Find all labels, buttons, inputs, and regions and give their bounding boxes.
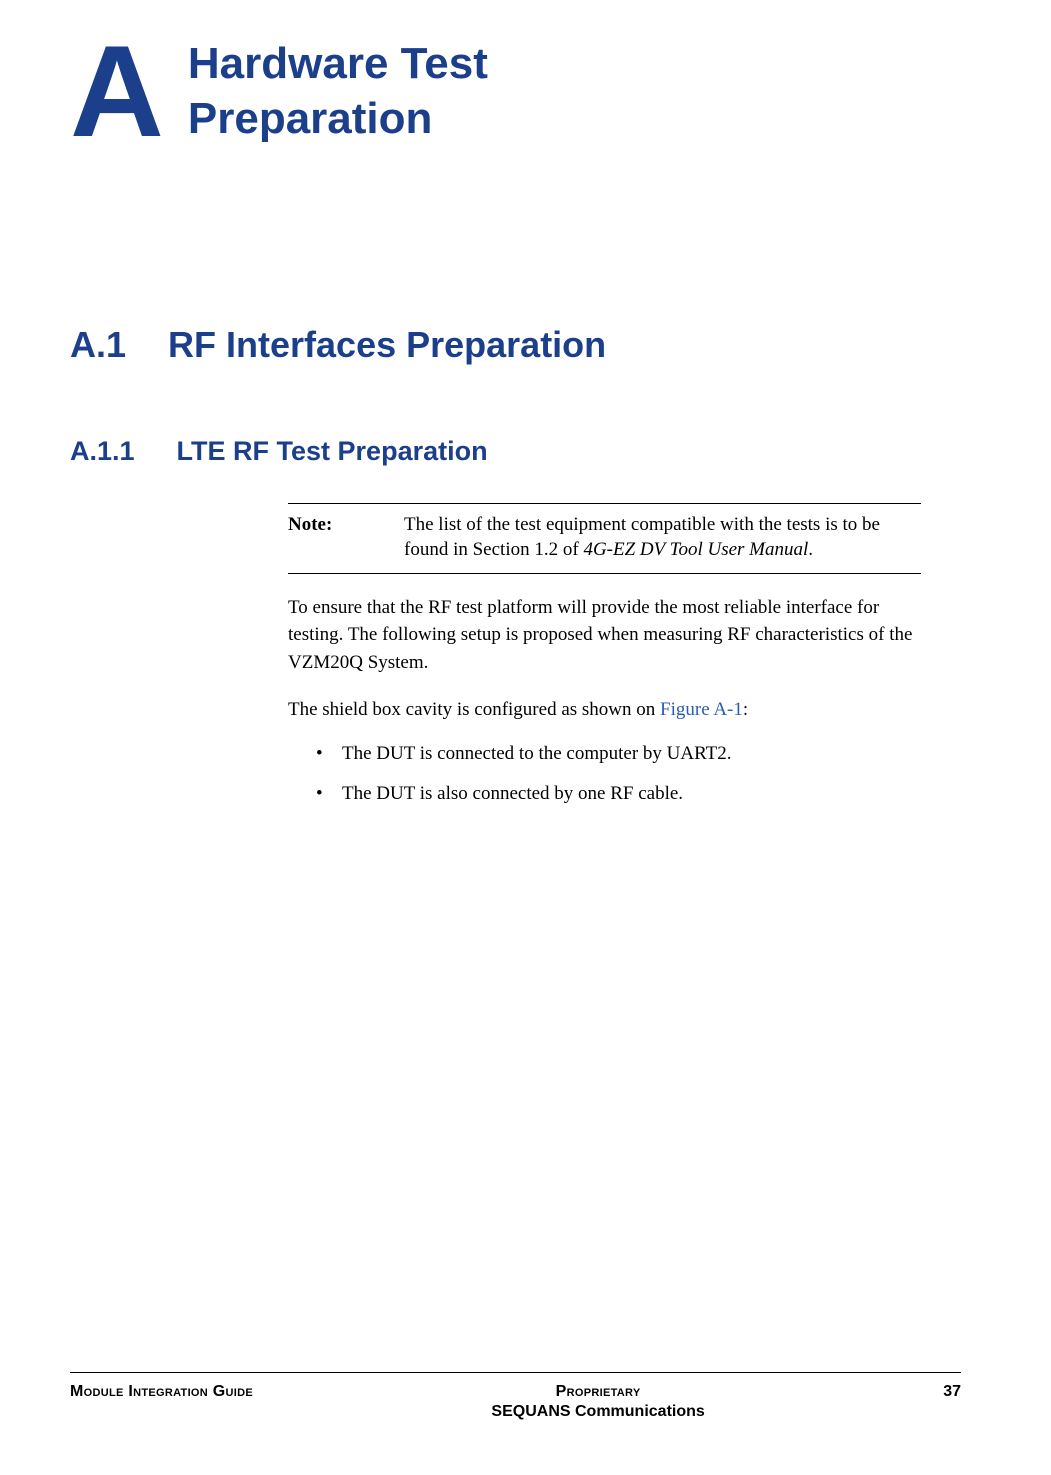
paragraph-2: The shield box cavity is configured as s… — [288, 696, 921, 724]
section-title-a1: RF Interfaces Preparation — [168, 324, 606, 366]
paragraph-1: To ensure that the RF test platform will… — [288, 594, 921, 677]
appendix-title: Hardware Test Preparation — [188, 30, 488, 146]
section-number-a1: A.1 — [70, 324, 126, 366]
footer-left: Module Integration Guide — [70, 1383, 253, 1401]
section-title-a11: LTE RF Test Preparation — [177, 436, 488, 467]
appendix-title-line2: Preparation — [188, 94, 433, 143]
list-item: The DUT is also connected by one RF cabl… — [316, 780, 921, 808]
footer-proprietary: Proprietary — [491, 1383, 704, 1401]
note-text: The list of the test equipment compatibl… — [404, 512, 921, 563]
figure-a1-link[interactable]: Figure A-1 — [660, 699, 743, 720]
footer-rule — [70, 1372, 961, 1373]
note-label: Note: — [288, 512, 348, 563]
note-block: Note: The list of the test equipment com… — [288, 503, 921, 574]
footer-org: SEQUANS Communications — [491, 1403, 704, 1421]
section-a1-heading: A.1 RF Interfaces Preparation — [70, 324, 961, 366]
list-item: The DUT is connected to the computer by … — [316, 740, 921, 768]
appendix-letter: A — [70, 30, 160, 154]
note-text-italic: 4G-EZ DV Tool User Manual — [583, 539, 808, 560]
section-number-a11: A.1.1 — [70, 436, 135, 467]
p2-before-link: The shield box cavity is configured as s… — [288, 699, 660, 720]
note-text-after: . — [808, 539, 813, 560]
appendix-header: A Hardware Test Preparation — [70, 30, 961, 154]
p2-after-link: : — [743, 699, 748, 720]
footer-center: Proprietary SEQUANS Communications — [491, 1383, 704, 1421]
bullet-list: The DUT is connected to the computer by … — [316, 740, 921, 807]
footer-page-number: 37 — [943, 1383, 961, 1401]
page-footer: Module Integration Guide Proprietary SEQ… — [70, 1372, 961, 1421]
appendix-title-line1: Hardware Test — [188, 39, 488, 88]
section-a11-heading: A.1.1 LTE RF Test Preparation — [70, 436, 961, 467]
